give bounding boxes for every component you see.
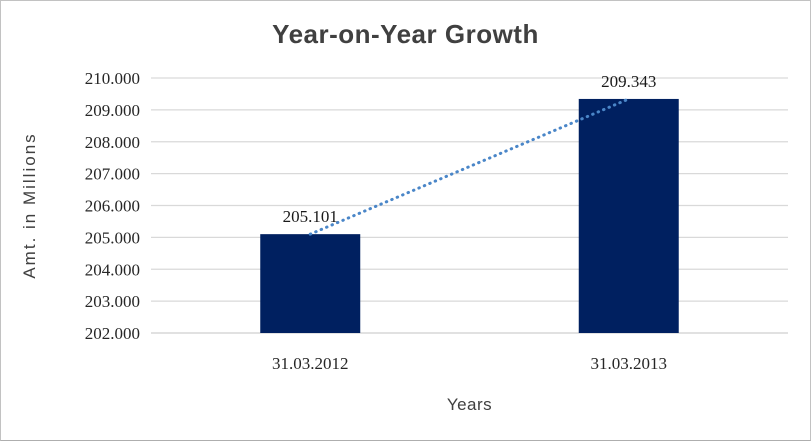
- bar-value-label: 209.343: [601, 72, 656, 91]
- y-axis-title: Amt. in Millions: [20, 132, 39, 278]
- trendline: [308, 97, 631, 236]
- y-tick-label: 209.000: [85, 101, 140, 120]
- y-tick-label: 206.000: [85, 197, 140, 216]
- x-tick-label: 31.03.2012: [272, 354, 349, 373]
- chart-title: Year-on-Year Growth: [272, 19, 539, 49]
- bar-value-label: 205.101: [283, 207, 338, 226]
- y-tick-label: 203.000: [85, 292, 140, 311]
- bar: [260, 234, 361, 333]
- y-tick-label: 202.000: [85, 324, 140, 343]
- x-axis-title: Years: [447, 395, 492, 414]
- y-tick-label: 208.000: [85, 133, 140, 152]
- y-tick-label: 204.000: [85, 260, 140, 279]
- y-tick-label: 207.000: [85, 165, 140, 184]
- bar: [578, 98, 679, 334]
- x-tick-label: 31.03.2013: [591, 354, 668, 373]
- y-tick-label: 205.000: [85, 228, 140, 247]
- y-tick-label: 210.000: [85, 69, 140, 88]
